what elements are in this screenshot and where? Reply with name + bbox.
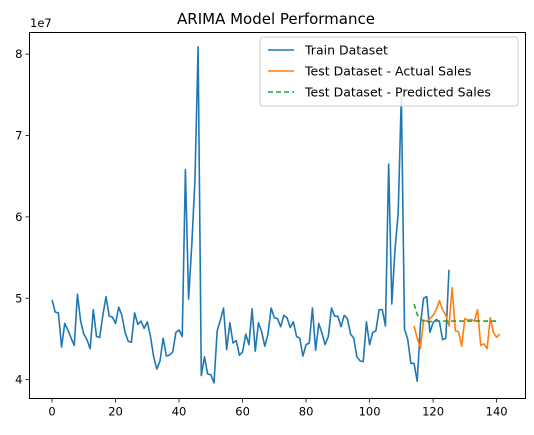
x-axis: 0 20 40 60 80 100 120 140 [48, 398, 508, 419]
series-line-actual [413, 286, 501, 350]
legend: Train Dataset Test Dataset - Actual Sale… [259, 36, 519, 107]
y-tick-label: 4 [15, 373, 22, 387]
x-tick-label: 20 [108, 405, 123, 419]
x-tick-label: 80 [299, 405, 314, 419]
y-tick-label: 8 [15, 47, 22, 61]
legend-label-train: Train Dataset [304, 43, 388, 58]
legend-label-actual: Test Dataset - Actual Sales [304, 64, 471, 79]
y-tick-label: 7 [15, 129, 22, 143]
chart-title: ARIMA Model Performance [177, 10, 375, 28]
y-tick-label: 6 [15, 210, 22, 224]
x-tick-label: 100 [359, 405, 381, 419]
y-axis: 4 5 6 7 8 [15, 47, 30, 387]
y-offset-label: 1e7 [30, 16, 52, 30]
y-tick-label: 5 [15, 291, 22, 305]
x-tick-label: 0 [48, 405, 55, 419]
series-line-train [51, 46, 450, 384]
series-line-predicted [413, 303, 497, 323]
x-tick-label: 120 [422, 405, 444, 419]
legend-box [259, 36, 519, 107]
legend-label-predicted: Test Dataset - Predicted Sales [304, 85, 491, 100]
x-tick-label: 140 [486, 405, 508, 419]
x-tick-label: 40 [172, 405, 187, 419]
plot-area [51, 46, 501, 384]
x-tick-label: 60 [235, 405, 250, 419]
axes-frame [29, 32, 526, 399]
